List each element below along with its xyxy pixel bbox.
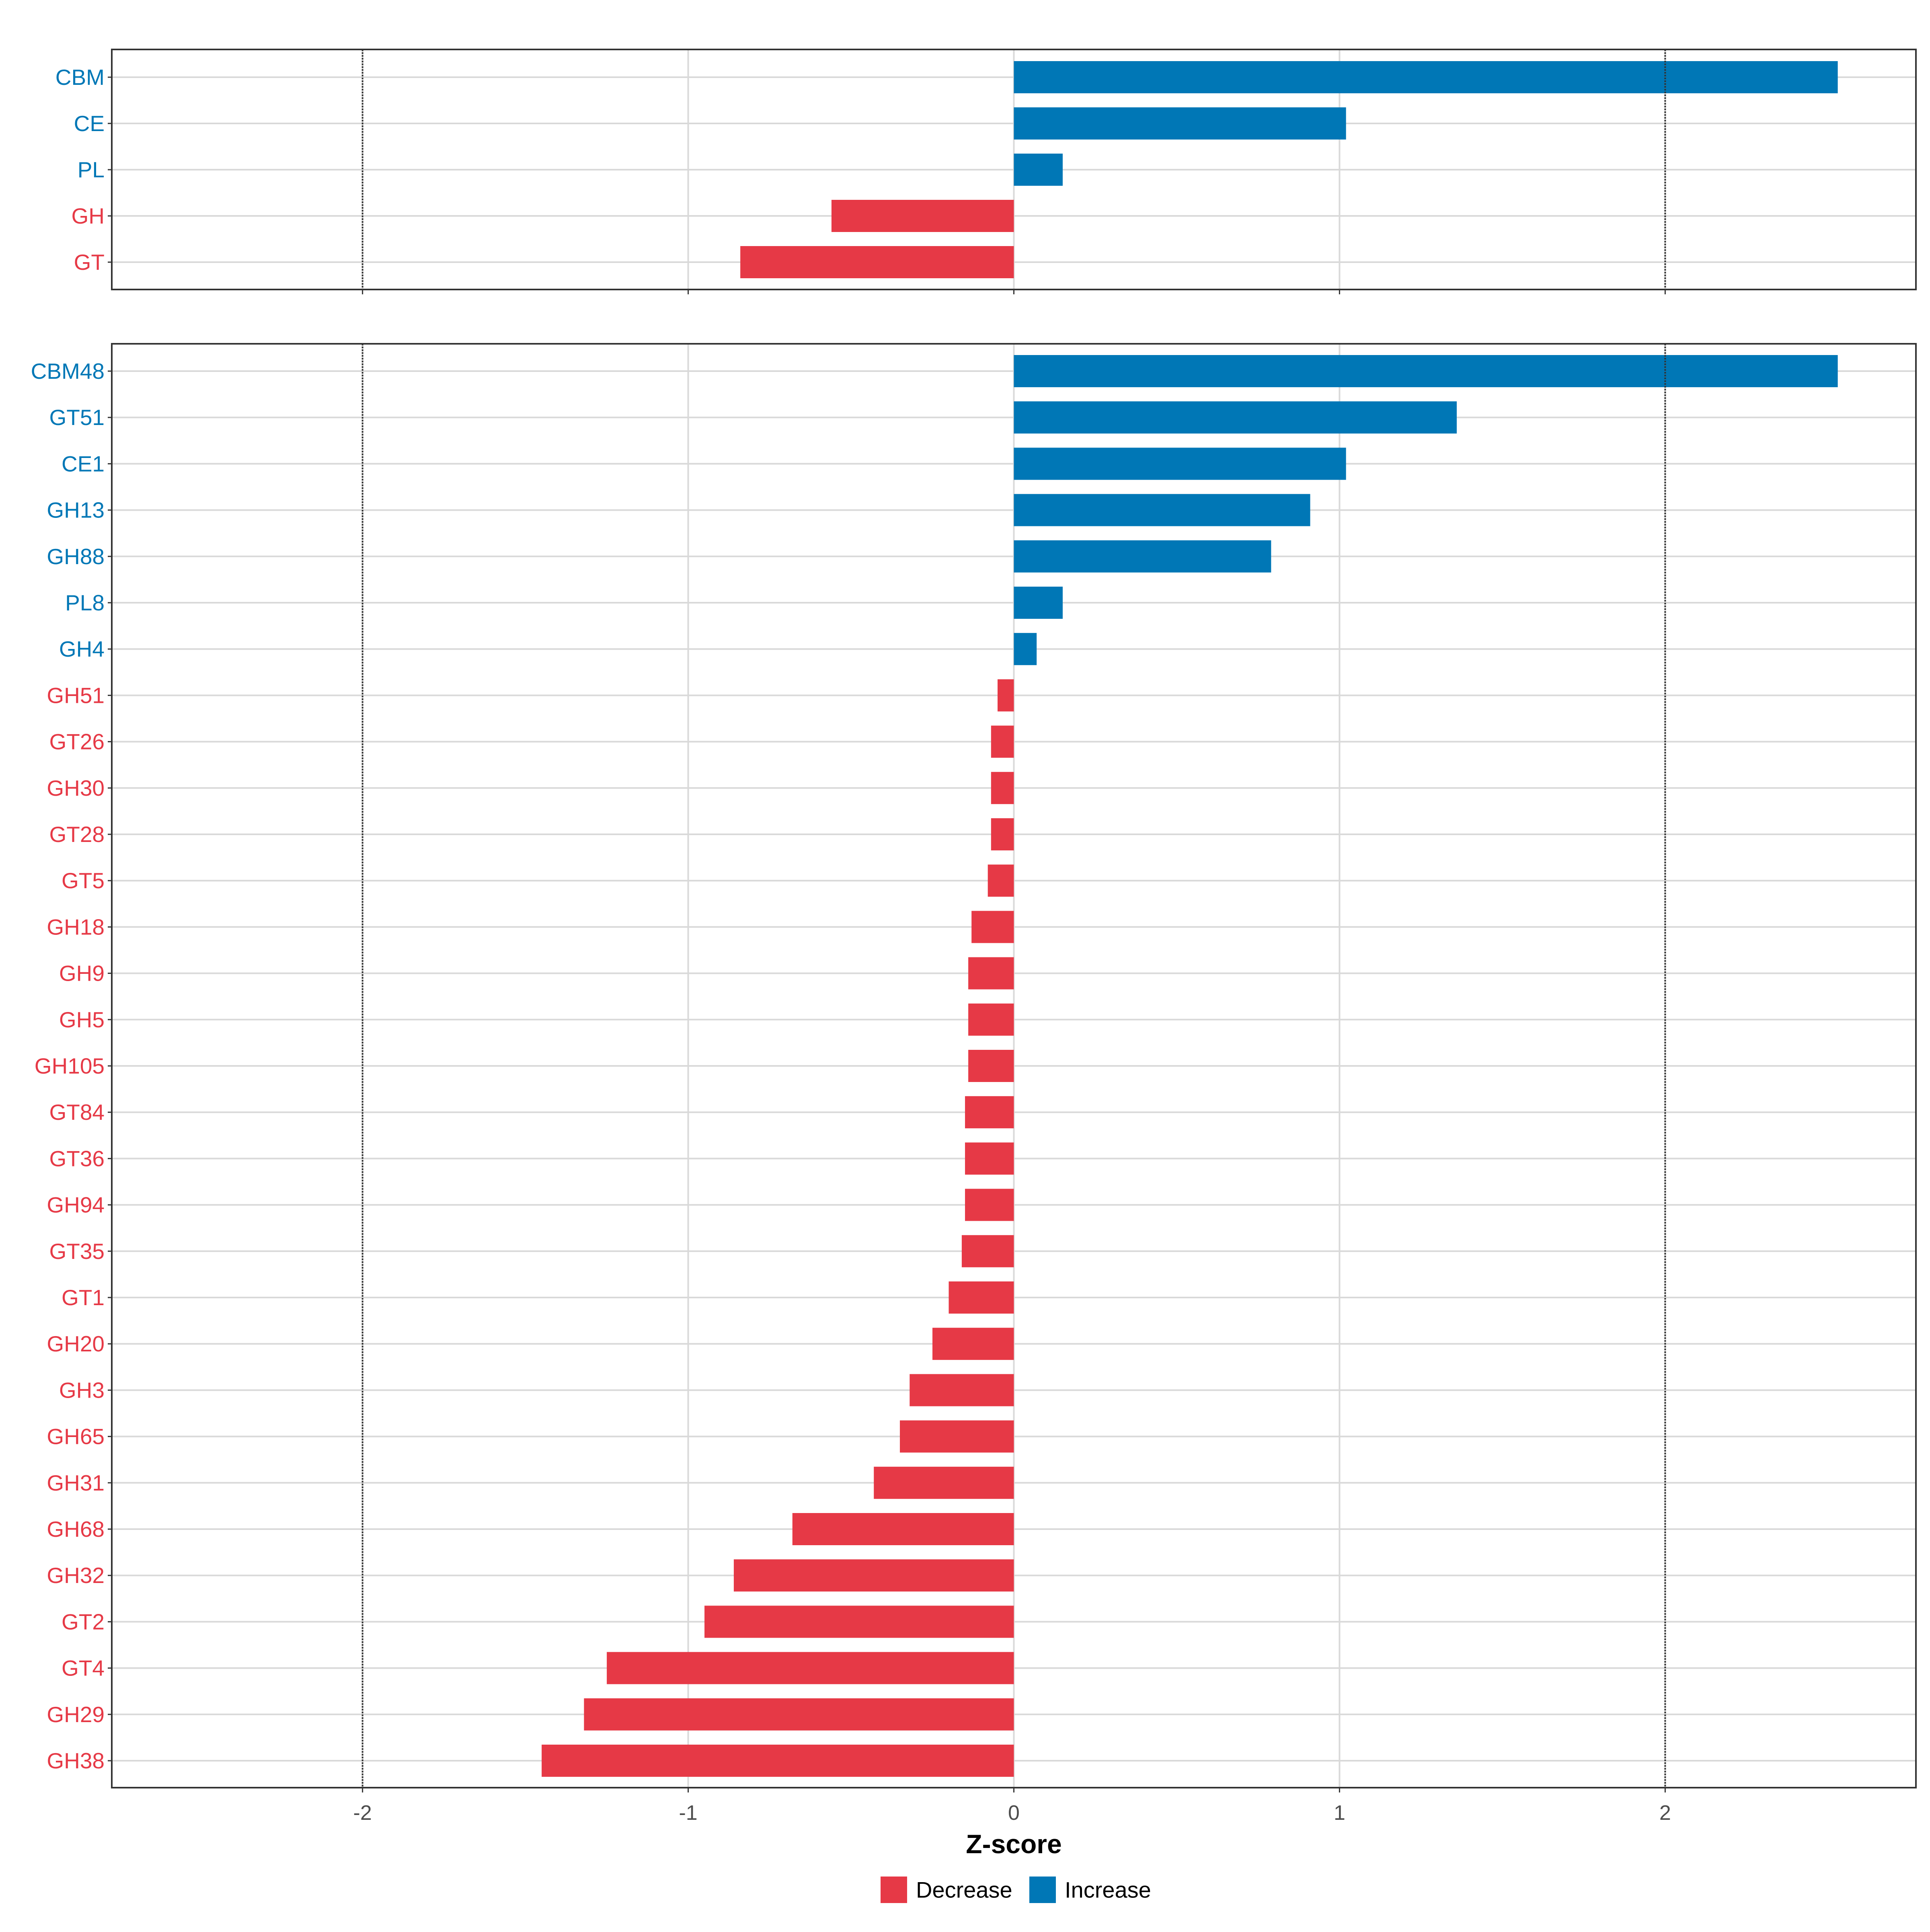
category-label: CBM xyxy=(55,65,105,90)
legend-label-increase: Increase xyxy=(1065,1877,1151,1903)
bar xyxy=(1014,633,1037,665)
category-label: GH32 xyxy=(47,1563,105,1588)
bar xyxy=(1014,355,1838,387)
bar xyxy=(1014,61,1838,93)
x-tick-label: 2 xyxy=(1659,1801,1671,1825)
bar xyxy=(949,1281,1014,1314)
category-label: GH18 xyxy=(47,914,105,939)
category-label: GH51 xyxy=(47,683,105,708)
x-tick-label: -1 xyxy=(679,1801,697,1825)
category-label: GT36 xyxy=(49,1146,105,1171)
bar xyxy=(740,246,1014,278)
bar xyxy=(998,679,1014,712)
category-label: GH31 xyxy=(47,1470,105,1495)
legend-label-decrease: Decrease xyxy=(916,1877,1012,1903)
category-label: GH29 xyxy=(47,1702,105,1727)
category-label: GH9 xyxy=(59,961,105,986)
bar xyxy=(991,772,1014,804)
x-tick-label: -2 xyxy=(353,1801,372,1825)
panel-class: CBM CE PL GH GT xyxy=(55,49,1917,294)
bar xyxy=(968,1003,1014,1036)
bar xyxy=(1014,107,1346,140)
legend-swatch-decrease xyxy=(881,1877,907,1903)
category-label: PL xyxy=(78,157,105,182)
category-label: GH5 xyxy=(59,1007,105,1032)
bar xyxy=(965,1189,1014,1221)
bar xyxy=(965,1096,1014,1129)
bar xyxy=(991,818,1014,850)
bar xyxy=(584,1698,1014,1731)
bar xyxy=(968,957,1014,990)
category-label: GT xyxy=(74,250,105,275)
category-label: GT5 xyxy=(62,868,105,893)
category-label: GH94 xyxy=(47,1193,105,1218)
bar xyxy=(968,1050,1014,1082)
bar xyxy=(1014,540,1271,573)
x-axis-title: Z-score xyxy=(966,1829,1062,1859)
category-label: GH38 xyxy=(47,1748,105,1773)
bar xyxy=(704,1606,1014,1638)
bar xyxy=(900,1420,1014,1453)
category-label: PL8 xyxy=(65,590,105,615)
bar xyxy=(542,1745,1014,1777)
bar xyxy=(971,911,1014,943)
bar xyxy=(1014,448,1346,480)
panel-family: CBM48GT51CE1GH13GH88PL8GH4GH51GT26GH30GT… xyxy=(31,343,1917,1903)
category-label: GH4 xyxy=(59,636,105,661)
bar xyxy=(1014,494,1310,526)
bar xyxy=(932,1328,1014,1360)
category-label: GH105 xyxy=(35,1053,105,1078)
category-label: GH3 xyxy=(59,1378,105,1402)
bar xyxy=(910,1374,1014,1406)
bar xyxy=(961,1235,1014,1267)
category-label: GH13 xyxy=(47,498,105,523)
category-label: GT51 xyxy=(49,405,105,430)
bar xyxy=(965,1142,1014,1175)
category-label: GH65 xyxy=(47,1424,105,1449)
category-label: GH xyxy=(72,203,105,228)
legend-swatch-increase xyxy=(1029,1877,1056,1903)
category-label: GT28 xyxy=(49,822,105,847)
category-label: CE1 xyxy=(62,451,105,476)
category-label: GT4 xyxy=(62,1656,105,1681)
category-label: GT26 xyxy=(49,729,105,754)
legend: Decrease Increase xyxy=(881,1877,1151,1903)
bar xyxy=(874,1466,1014,1499)
bar xyxy=(1014,587,1063,619)
bar xyxy=(991,725,1014,758)
category-label: GT84 xyxy=(49,1100,105,1125)
category-label: GH30 xyxy=(47,776,105,801)
category-label: CBM48 xyxy=(31,359,105,384)
category-label: CE xyxy=(74,111,105,136)
bar xyxy=(831,200,1014,232)
bar xyxy=(607,1652,1014,1684)
category-label: GT2 xyxy=(62,1609,105,1634)
bar xyxy=(1014,154,1063,186)
category-label: GT35 xyxy=(49,1239,105,1264)
bar xyxy=(1014,401,1457,434)
bar xyxy=(792,1513,1014,1545)
x-tick-label: 0 xyxy=(1008,1801,1020,1825)
category-label: GH20 xyxy=(47,1331,105,1356)
category-label: GH88 xyxy=(47,544,105,569)
category-label: GH68 xyxy=(47,1517,105,1542)
bar xyxy=(988,864,1014,897)
bar xyxy=(733,1559,1014,1592)
x-tick-label: 1 xyxy=(1334,1801,1345,1825)
category-label: GT1 xyxy=(62,1285,105,1310)
